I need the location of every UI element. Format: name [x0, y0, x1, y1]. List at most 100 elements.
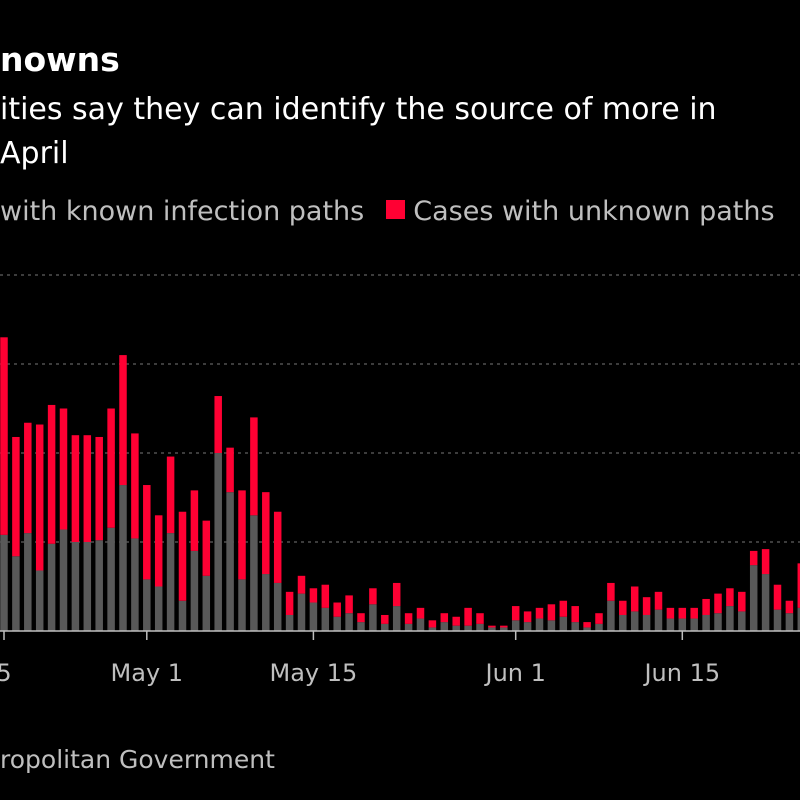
bar-known	[47, 543, 56, 631]
bar-unknown	[392, 582, 401, 607]
bar-unknown	[595, 613, 603, 624]
bar-unknown	[273, 511, 282, 583]
bar-known	[726, 606, 734, 631]
bar-unknown	[285, 591, 294, 615]
bar-known	[714, 613, 722, 631]
bar-known	[464, 625, 472, 631]
bar-unknown	[678, 607, 687, 619]
bar-unknown	[226, 447, 234, 493]
bar-unknown	[488, 625, 496, 628]
bar-known	[416, 618, 425, 631]
bar-known	[642, 614, 651, 631]
bar-known	[131, 538, 139, 631]
bar-unknown	[95, 436, 103, 541]
bar-unknown	[178, 511, 187, 601]
bar-unknown	[154, 515, 163, 587]
bar-unknown	[511, 606, 520, 621]
bar-unknown	[71, 435, 80, 542]
bar-unknown	[500, 625, 508, 628]
bar-known	[535, 618, 544, 631]
x-tick-label: May 15	[270, 659, 358, 687]
bar-unknown	[690, 607, 698, 619]
bar-known	[392, 606, 401, 631]
bar-known	[547, 620, 556, 631]
bar-known	[428, 627, 437, 631]
bar-known	[381, 623, 389, 631]
bar-unknown	[440, 613, 449, 623]
bar-known	[0, 534, 8, 631]
bar-unknown	[714, 593, 722, 614]
bar-unknown	[166, 456, 175, 534]
bar-unknown	[797, 563, 800, 608]
bar-known	[690, 618, 698, 631]
bar-known	[761, 574, 770, 631]
bar-known	[309, 602, 318, 631]
subtitle-line-2: April	[0, 136, 69, 171]
bar-known	[297, 593, 306, 631]
legend-unknown-label: Cases with unknown paths	[413, 196, 775, 227]
bar-known	[583, 627, 591, 631]
bar-unknown	[238, 490, 246, 580]
bar-known	[333, 616, 341, 631]
bar-known	[595, 623, 603, 631]
bar-known	[749, 565, 758, 631]
bar-known	[476, 623, 484, 631]
bar-unknown	[143, 485, 151, 580]
bar-known	[785, 613, 794, 631]
bar-unknown	[583, 622, 591, 628]
bar-unknown	[476, 613, 484, 624]
bar-unknown	[107, 408, 115, 528]
bar-unknown	[702, 598, 710, 615]
bar-known	[202, 575, 211, 631]
bar-known	[214, 453, 222, 631]
subtitle-line-1: ities say they can identify the source o…	[0, 92, 717, 127]
bar-known	[154, 586, 163, 631]
bar-unknown	[131, 433, 139, 539]
bar-known	[630, 611, 639, 631]
bar-unknown	[535, 607, 544, 619]
bar-known	[678, 618, 687, 631]
bar-known	[71, 542, 80, 631]
bar-known	[321, 607, 330, 631]
bar-unknown	[726, 588, 734, 607]
bar-unknown	[119, 355, 127, 486]
bar-unknown	[190, 490, 199, 551]
bar-known	[738, 611, 746, 631]
bar-known	[12, 556, 20, 631]
chart-legend: with known infection paths Cases with unk…	[0, 195, 775, 227]
bar-unknown	[0, 337, 8, 535]
bar-unknown	[642, 597, 651, 615]
bar-known	[452, 625, 460, 631]
bar-unknown	[464, 607, 472, 626]
bar-unknown	[333, 602, 341, 617]
bar-unknown	[761, 549, 770, 575]
bar-unknown	[654, 591, 663, 610]
bar-known	[488, 627, 496, 631]
bar-unknown	[262, 492, 270, 575]
bar-known	[500, 627, 508, 631]
bar-known	[702, 614, 710, 631]
bar-unknown	[428, 620, 437, 628]
bar-unknown	[309, 588, 318, 603]
bar-unknown	[452, 616, 460, 626]
bar-known	[59, 529, 68, 631]
legend-known-label: with known infection paths	[0, 196, 365, 227]
bar-unknown	[12, 436, 20, 557]
chart-subtitle: ities say they can identify the source o…	[0, 88, 800, 176]
bar-unknown	[83, 435, 92, 542]
bar-known	[262, 574, 270, 631]
bar-unknown	[321, 584, 330, 608]
bar-known	[357, 622, 365, 631]
bar-unknown	[607, 582, 615, 601]
bar-known	[178, 600, 187, 631]
bar-known	[226, 492, 234, 631]
bar-known	[35, 570, 44, 631]
bar-known	[607, 600, 615, 631]
bar-known	[511, 620, 520, 631]
bar-unknown	[666, 607, 675, 619]
bar-known	[559, 616, 568, 631]
bar-unknown	[738, 591, 746, 612]
bar-unknown	[47, 404, 56, 544]
bar-unknown	[404, 613, 413, 624]
bar-known	[797, 607, 800, 631]
